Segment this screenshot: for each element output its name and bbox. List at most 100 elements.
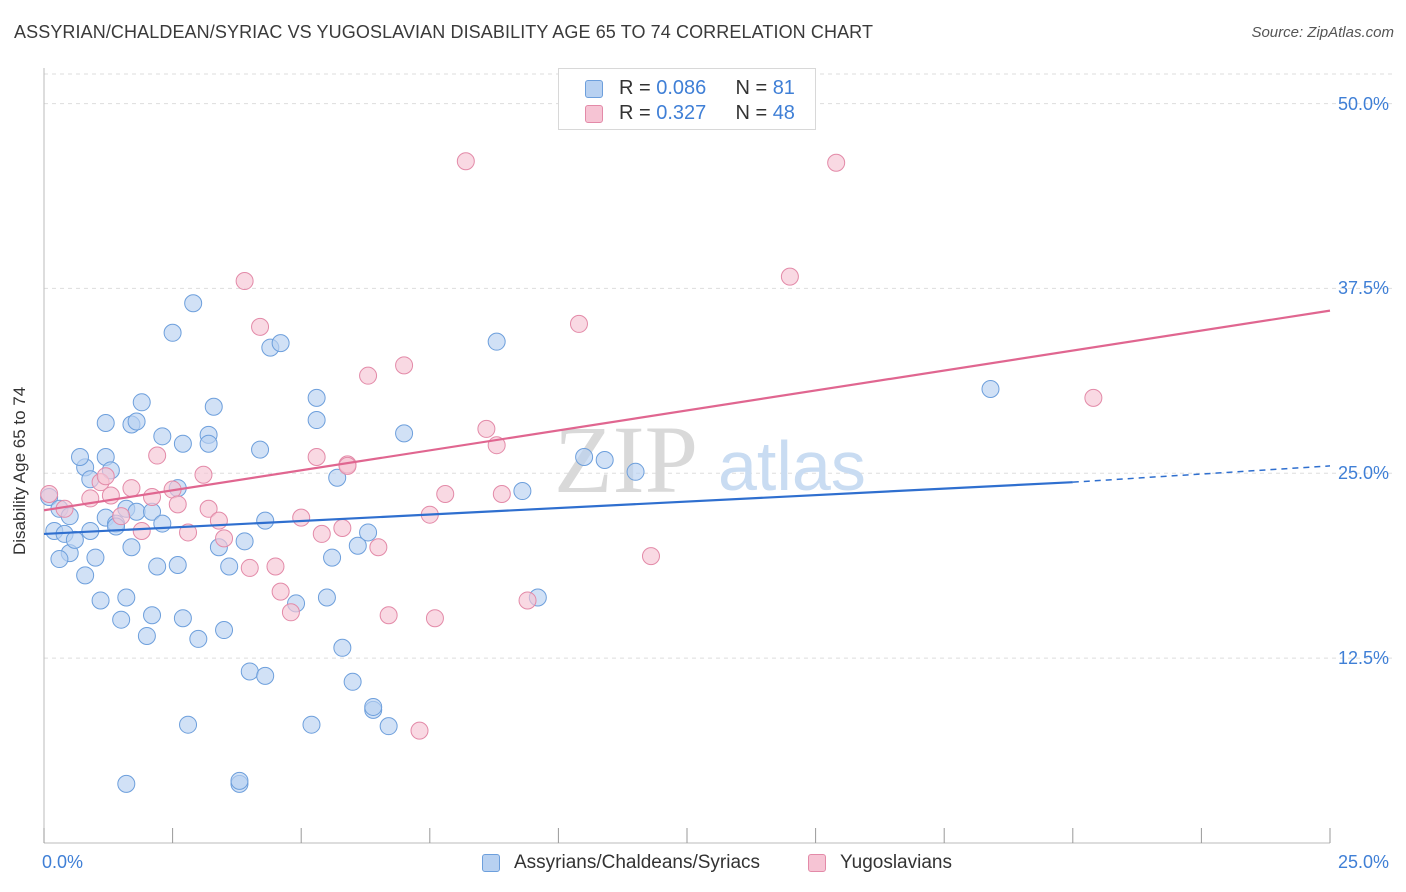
data-point <box>425 609 444 628</box>
data-point <box>240 662 259 681</box>
data-point <box>71 448 90 467</box>
y-tick-label: 25.0% <box>1338 463 1390 484</box>
data-point <box>395 424 414 443</box>
data-point <box>179 523 198 542</box>
data-point <box>343 672 362 691</box>
legend-r-value: 0.327 <box>656 102 707 124</box>
data-point <box>215 621 234 640</box>
data-point <box>127 412 146 431</box>
data-point <box>1084 388 1103 407</box>
data-point <box>256 666 275 685</box>
data-point <box>827 153 846 172</box>
y-tick-label: 37.5% <box>1338 278 1390 299</box>
data-point <box>317 588 336 607</box>
data-point <box>595 450 614 469</box>
data-point <box>271 582 290 601</box>
data-point <box>379 717 398 736</box>
data-point <box>184 294 203 313</box>
data-point <box>143 487 162 506</box>
data-point <box>235 532 254 551</box>
data-point <box>86 548 105 567</box>
data-point <box>410 721 429 740</box>
y-tick-label: 12.5% <box>1338 648 1390 669</box>
data-point <box>348 536 367 555</box>
data-point <box>307 411 326 430</box>
legend-n-value: 81 <box>772 77 795 99</box>
bottom-legend-label: Assyrians/Chaldeans/Syriacs <box>514 852 761 873</box>
data-point <box>209 511 228 530</box>
data-point <box>256 511 275 530</box>
data-point <box>328 468 347 487</box>
data-point <box>518 591 537 610</box>
data-point <box>379 606 398 625</box>
data-point <box>436 484 455 503</box>
data-point <box>292 508 311 527</box>
data-point <box>369 538 388 557</box>
data-point <box>148 446 167 465</box>
legend-swatch-blue <box>482 854 500 872</box>
data-point <box>173 609 192 628</box>
data-point <box>179 715 198 734</box>
data-point <box>641 547 660 566</box>
series-assyrians-points <box>40 294 1000 793</box>
data-point <box>359 523 378 542</box>
data-point <box>359 366 378 385</box>
bottom-legend-label: Yugoslavians <box>840 852 952 873</box>
correlation-legend: R = 0.086 N = 81 R = 0.327 N = 48 <box>558 68 816 130</box>
x-tick-max: 25.0% <box>1338 852 1390 872</box>
data-point <box>220 557 239 576</box>
data-point <box>132 521 151 540</box>
data-point <box>132 393 151 412</box>
data-point <box>173 434 192 453</box>
legend-r-label: R = <box>619 102 657 124</box>
x-tick-min: 0.0% <box>42 852 84 872</box>
trend-line-assyrians-extension <box>1072 465 1331 483</box>
data-point <box>333 638 352 657</box>
data-point <box>189 629 208 648</box>
data-point <box>780 267 799 286</box>
legend-swatch-blue <box>585 80 603 98</box>
legend-r-label: R = <box>619 77 657 99</box>
watermark: ZIP atlas <box>554 406 866 513</box>
data-point <box>122 479 141 498</box>
data-point <box>204 397 223 416</box>
data-point <box>302 715 321 734</box>
data-point <box>137 626 156 645</box>
data-point <box>153 427 172 446</box>
data-point <box>65 530 84 549</box>
data-point <box>117 774 136 793</box>
data-point <box>323 548 342 567</box>
data-point <box>230 771 249 790</box>
data-point <box>168 555 187 574</box>
data-point <box>96 467 115 486</box>
data-point <box>76 566 95 585</box>
data-point <box>251 317 270 336</box>
watermark-atlas: atlas <box>718 427 866 505</box>
data-point <box>91 591 110 610</box>
y-axis-label: Disability Age 65 to 74 <box>10 386 29 555</box>
legend-n-label: N = <box>735 77 773 99</box>
axes <box>43 68 1331 844</box>
data-point <box>477 419 496 438</box>
data-point <box>307 388 326 407</box>
data-point <box>143 606 162 625</box>
data-point <box>153 514 172 533</box>
data-point <box>981 379 1000 398</box>
data-point <box>333 519 352 538</box>
data-point <box>168 495 187 514</box>
legend-n-value: 48 <box>772 102 795 124</box>
y-tick-label: 50.0% <box>1338 93 1390 114</box>
data-point <box>395 356 414 375</box>
data-point <box>122 538 141 557</box>
data-point <box>492 484 511 503</box>
legend-swatch-pink <box>585 105 603 123</box>
data-point <box>112 507 131 526</box>
data-point <box>569 314 588 333</box>
data-point <box>575 448 594 467</box>
series-yugoslavians-points <box>40 152 1103 740</box>
data-point <box>40 484 59 503</box>
data-point <box>626 462 645 481</box>
data-point <box>112 610 131 629</box>
data-point <box>456 152 475 171</box>
